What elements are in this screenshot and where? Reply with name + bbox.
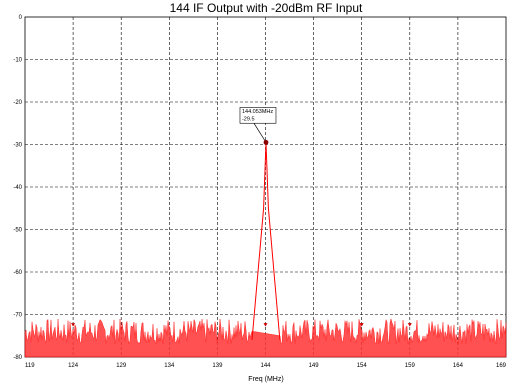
x-tick-label-0: 119	[25, 363, 35, 369]
small-marker-1	[263, 323, 268, 327]
small-marker-0	[71, 323, 76, 327]
x-tick-label-2: 129	[116, 363, 127, 369]
peak-marker-dot	[263, 139, 269, 145]
y-tick-label-6: -60	[13, 270, 22, 276]
marker-leader-line	[253, 123, 267, 143]
noise-floor-trace	[24, 317, 507, 358]
y-tick-label-2: -20	[13, 100, 22, 106]
grid-lines	[25, 17, 506, 357]
y-tick-label-4: -40	[13, 185, 22, 191]
x-tick-label-3: 134	[164, 363, 175, 369]
x-tick-label-4: 139	[212, 363, 223, 369]
y-tick-label-0: 0	[19, 15, 23, 21]
chart-title: 144 IF Output with -20dBm RF Input	[170, 1, 363, 15]
marker-freq-label: 144.053MHz	[242, 109, 273, 115]
marker-value-label: -29.5	[242, 116, 255, 122]
x-tick-label-5: 144	[260, 363, 271, 369]
y-tick-label-7: -70	[13, 313, 22, 319]
x-tick-label-7: 154	[357, 363, 368, 369]
marker-label-box	[239, 107, 277, 124]
x-tick-label-8: 159	[405, 363, 416, 369]
y-tick-label-8: -80	[13, 355, 22, 361]
y-tick-label-1: -10	[13, 58, 22, 64]
y-tick-label-3: -30	[13, 143, 22, 149]
small-marker-3	[407, 323, 412, 327]
x-tick-labels: 119 124 129 134 139 144 149 154 159 164 169	[25, 363, 507, 369]
y-tick-labels: 0 -10 -20 -30 -40 -50 -60 -70 -80	[13, 15, 22, 361]
x-tick-label-9: 164	[453, 363, 464, 369]
small-marker-2	[359, 323, 364, 327]
y-tick-label-5: -50	[13, 228, 22, 234]
x-axis-label: Freq (MHz)	[248, 376, 283, 383]
marker-annotation: 144.053MHz-29.5	[239, 107, 277, 145]
x-tick-label-6: 149	[309, 363, 320, 369]
x-tick-label-1: 124	[68, 363, 79, 369]
x-tick-label-10: 169	[496, 363, 507, 369]
